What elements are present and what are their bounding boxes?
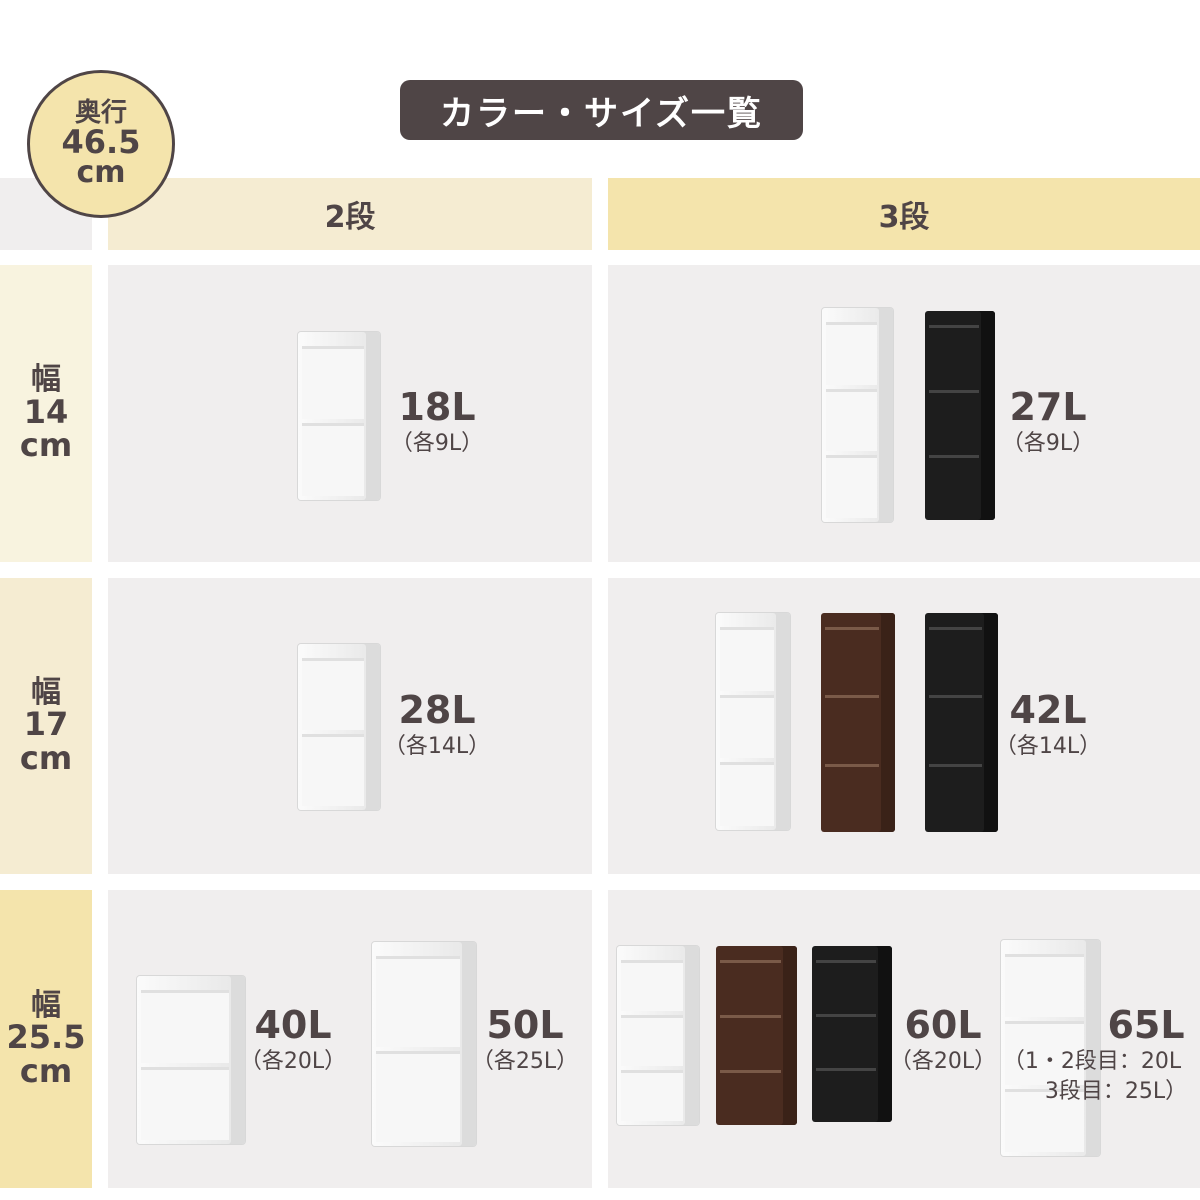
cell: [608, 578, 1200, 874]
drawer: [929, 455, 979, 516]
drawer: [929, 627, 982, 691]
white-drawer-unit: [617, 946, 699, 1125]
drawer: [825, 763, 879, 828]
row-label-14cm: 幅 14 cm: [0, 265, 92, 562]
volume-detail: （各20L）: [239, 1049, 347, 1074]
drawer: [720, 694, 774, 759]
column-header-2-tier: 2段: [108, 178, 592, 250]
white-drawer-unit: [372, 942, 476, 1146]
volume-detail: （各9L）: [1001, 431, 1095, 456]
volume-label: 40L: [254, 1003, 332, 1047]
drawer: [302, 734, 364, 806]
drawer: [826, 322, 877, 385]
volume-label: 27L: [1009, 385, 1087, 429]
depth-value: 46.5: [61, 123, 141, 161]
black-drawer-unit: [925, 613, 998, 832]
volume-detail: （各9L）: [390, 431, 484, 456]
black-drawer-unit: [812, 946, 892, 1122]
drawer: [929, 763, 982, 828]
drawer: [621, 960, 683, 1011]
drawer: [141, 1067, 229, 1140]
drawer: [720, 1015, 781, 1066]
black-drawer-unit: [925, 311, 995, 520]
drawer: [825, 695, 879, 759]
volume-label: 50L: [486, 1003, 564, 1047]
drawer: [302, 346, 364, 419]
drawer: [720, 762, 774, 827]
volume-detail: （各25L）: [471, 1049, 579, 1074]
volume-label: 42L: [1009, 688, 1087, 732]
row-label-17cm: 幅 17 cm: [0, 578, 92, 874]
volume-label: 18L: [398, 385, 476, 429]
drawer: [816, 960, 876, 1010]
drawer: [302, 423, 364, 496]
white-drawer-unit: [298, 644, 380, 810]
drawer: [621, 1015, 683, 1066]
drawer: [141, 990, 229, 1063]
volume-detail: （各14L）: [383, 734, 491, 759]
volume-label: 60L: [904, 1003, 982, 1047]
volume-label: 65L: [1107, 1003, 1185, 1047]
drawer: [816, 1014, 876, 1064]
page-title: カラー・サイズ一覧: [400, 80, 803, 140]
drawer: [1005, 1021, 1084, 1085]
drawer: [929, 695, 982, 759]
drawer: [720, 960, 781, 1011]
drawer: [621, 1070, 683, 1121]
volume-label: 28L: [398, 688, 476, 732]
row-label-25-5cm: 幅 25.5 cm: [0, 890, 92, 1188]
drawer: [720, 1070, 781, 1121]
drawer: [816, 1068, 876, 1118]
drawer: [376, 1051, 460, 1142]
depth-unit: cm: [76, 155, 126, 190]
cell: [608, 265, 1200, 562]
white-drawer-unit: [1001, 940, 1100, 1156]
cell: [608, 890, 1200, 1188]
drawer: [826, 455, 877, 519]
white-drawer-unit: [716, 613, 790, 830]
drawer: [929, 325, 979, 386]
drawer: [826, 388, 877, 452]
brown-drawer-unit: [821, 613, 895, 832]
depth-label: 奥行: [74, 98, 127, 128]
drawer: [1005, 1088, 1084, 1152]
volume-detail: （各14L）: [994, 734, 1102, 759]
volume-detail: 3段目：25L）: [1044, 1079, 1188, 1104]
drawer: [376, 956, 460, 1047]
volume-detail: （各20L）: [889, 1049, 997, 1074]
depth-badge: 奥行 46.5 cm: [27, 70, 175, 218]
brown-drawer-unit: [716, 946, 797, 1125]
white-drawer-unit: [822, 308, 893, 522]
drawer: [720, 627, 774, 691]
white-drawer-unit: [137, 976, 245, 1144]
column-header-3-tier: 3段: [608, 178, 1200, 250]
drawer: [302, 658, 364, 730]
white-drawer-unit: [298, 332, 380, 500]
drawer: [1005, 954, 1084, 1018]
drawer: [929, 390, 979, 451]
volume-detail: （1・2段目：20L: [1002, 1049, 1182, 1074]
drawer: [825, 627, 879, 691]
